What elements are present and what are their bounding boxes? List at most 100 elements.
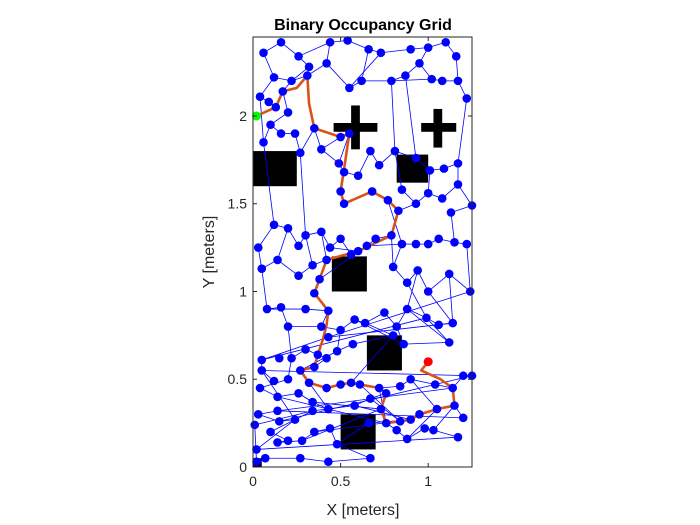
graph-edge (254, 410, 313, 426)
graph-node (324, 404, 333, 414)
graph-edge (448, 273, 471, 292)
graph-edge (330, 247, 359, 252)
graph-edge (357, 150, 371, 176)
graph-node (290, 129, 300, 138)
graph-edge (448, 273, 454, 324)
graph-node (381, 418, 391, 428)
graph-edge (300, 350, 338, 371)
graph-node (348, 339, 358, 349)
graph-edge (410, 378, 438, 410)
graph-node (304, 62, 314, 72)
graph-node (415, 410, 424, 419)
graph-node (283, 436, 293, 445)
graph-node (458, 371, 468, 381)
graph-node (350, 315, 359, 324)
graph-edge (254, 424, 257, 462)
graph-node (458, 413, 468, 423)
graph-node (402, 278, 412, 288)
graph-edge (326, 63, 350, 89)
graph-node (260, 453, 270, 463)
x-tick-label: 1 (424, 473, 432, 489)
y-axis-label: Y [meters] (201, 216, 218, 289)
graph-node (266, 427, 275, 437)
graph-node (376, 404, 386, 414)
x-tick-label: 0.5 (331, 473, 351, 489)
obstacle (253, 151, 297, 187)
graph-node (406, 44, 415, 54)
graph-node (423, 287, 433, 296)
graph-node (317, 227, 326, 237)
graph-node (250, 420, 260, 430)
goal-marker (423, 357, 433, 367)
graph-edge (457, 98, 468, 164)
y-axis-ticks: 0 0.5 1 1.5 2 (228, 108, 472, 475)
graph-node (402, 434, 412, 444)
graph-node (366, 146, 375, 156)
graph-node (332, 346, 342, 356)
graph-node (362, 241, 372, 251)
graph-edge (298, 41, 331, 57)
graph-node (259, 138, 268, 147)
graph-node (432, 404, 442, 414)
graph-node (453, 432, 463, 442)
graph-node (413, 266, 422, 275)
graph-node (448, 383, 458, 393)
graph-node (423, 43, 433, 52)
graph-node (269, 376, 279, 386)
graph-node (374, 383, 384, 393)
graph-edge (320, 231, 327, 260)
graph-node (303, 71, 312, 80)
graph-node (308, 397, 317, 407)
graph-node (437, 76, 447, 86)
x-tick-label: 0 (249, 473, 257, 489)
graph-node (402, 304, 412, 314)
graph-edge (359, 384, 401, 422)
graph-node (310, 123, 319, 133)
obstacle (366, 335, 402, 371)
graph-node (274, 417, 284, 426)
graph-node (273, 255, 282, 265)
graph-node (420, 424, 429, 433)
graph-node (346, 378, 356, 388)
graph-node (448, 318, 458, 328)
graph-edge (466, 244, 471, 292)
graph-node (325, 37, 335, 47)
graph-node (283, 374, 293, 384)
graph-node (257, 355, 267, 365)
graph-node (450, 238, 459, 247)
graph-node (308, 260, 317, 270)
graph-node (283, 224, 293, 233)
graph-node (411, 199, 421, 209)
graph-node (439, 164, 449, 173)
graph-node (317, 145, 326, 154)
graph-node (422, 313, 431, 323)
graph-node (276, 129, 286, 138)
graph-edge (261, 336, 329, 361)
graph-node (360, 318, 370, 328)
graph-node (290, 415, 300, 424)
graph-node (394, 206, 403, 216)
graph-node (283, 108, 293, 117)
graph-node (406, 374, 415, 384)
graph-node (411, 239, 421, 249)
graph-node (381, 388, 391, 398)
graph-node (453, 180, 463, 189)
graph-node (294, 52, 303, 61)
y-tick-label: 1 (239, 283, 247, 299)
graph-node (296, 148, 305, 158)
graph-node (451, 52, 461, 61)
graph-node (257, 264, 267, 273)
graph-node (278, 87, 288, 96)
graph-edge (336, 443, 371, 459)
graph-node (366, 453, 375, 463)
graph-node (315, 274, 324, 284)
graph-node (437, 194, 447, 203)
graph-node (453, 76, 463, 86)
graph-node (380, 308, 389, 317)
graph-node (322, 383, 331, 393)
y-tick-label: 0 (239, 459, 247, 475)
graph-node (273, 392, 282, 402)
graph-node (324, 332, 333, 342)
graph-node (339, 167, 349, 177)
